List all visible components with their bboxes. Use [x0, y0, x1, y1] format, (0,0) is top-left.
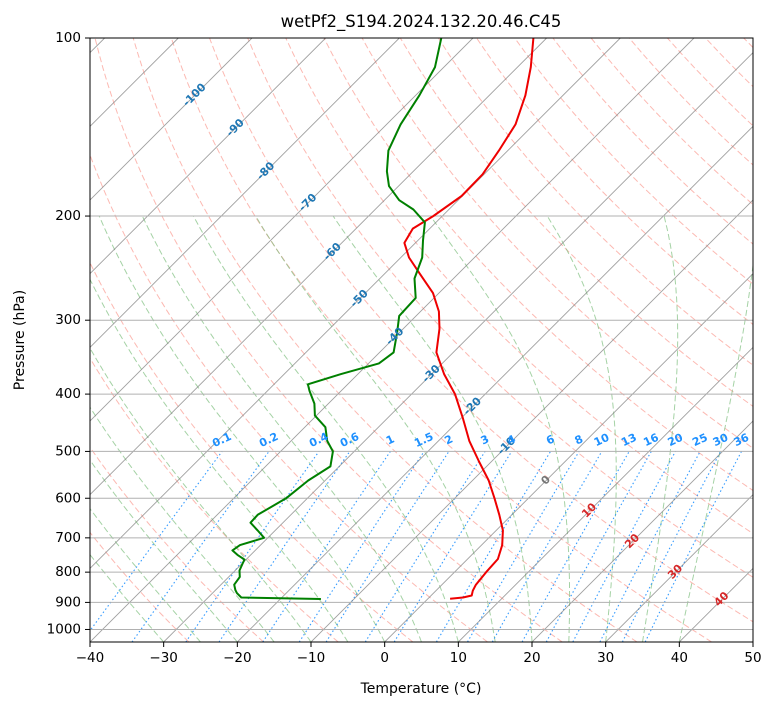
moist-adiabat — [141, 215, 422, 642]
isotherm-line — [90, 38, 326, 275]
isotherm-line — [90, 38, 621, 569]
dry-adiabat — [285, 38, 753, 535]
mixing-ratio-line — [131, 451, 270, 642]
x-axis-title: Temperature (°C) — [360, 681, 482, 697]
x-tick-label: 30 — [597, 650, 614, 666]
grid-layer — [90, 38, 753, 642]
moist-adiabat — [90, 278, 349, 642]
isotherm-line — [90, 38, 547, 496]
dry-adiabat — [209, 38, 753, 623]
y-tick-label: 1000 — [47, 621, 81, 637]
mixing-ratio-line — [491, 451, 603, 642]
dry-adiabat — [94, 38, 563, 642]
mixing-ratio-line — [90, 451, 223, 632]
x-tick-label: −10 — [297, 650, 326, 666]
temperature-profile-line — [403, 38, 535, 600]
moist-adiabat — [192, 215, 459, 642]
x-tick-label: 10 — [450, 650, 467, 666]
dry-adiabat — [247, 38, 753, 578]
mixing-ratio-line — [467, 451, 580, 642]
mixing-ratio-label: 10 — [592, 431, 612, 449]
mixing-ratio-label: 30 — [711, 431, 731, 449]
isotherm-line — [90, 38, 400, 348]
isotherm-line — [90, 38, 253, 201]
y-tick-label: 400 — [55, 386, 81, 402]
mixing-ratio-line — [521, 451, 630, 642]
isotherm-line — [90, 38, 695, 642]
moist-adiabat — [255, 215, 496, 642]
isotherm-line — [458, 346, 753, 642]
isotherm-line — [310, 199, 753, 642]
x-tick-label: 20 — [523, 650, 540, 666]
isotherm-line — [605, 494, 753, 642]
mixing-ratio-label: 25 — [690, 431, 709, 449]
moist-adiabat — [546, 215, 617, 642]
mixing-ratio-label: 20 — [666, 431, 686, 449]
y-tick-label: 500 — [55, 443, 81, 459]
dry-adiabat — [132, 38, 638, 642]
dry-adiabat — [90, 531, 190, 642]
dry-adiabat — [514, 38, 753, 285]
dry-adiabat — [399, 38, 753, 407]
y-tick-label: 300 — [55, 312, 81, 328]
moist-adiabat — [678, 261, 753, 642]
y-tick-label: 600 — [55, 490, 81, 506]
x-tick-label: 40 — [671, 650, 688, 666]
dry-adiabat — [323, 38, 753, 492]
isotherm-line — [90, 38, 474, 422]
series-layer — [231, 38, 535, 600]
mixing-ratio-line — [325, 451, 450, 642]
x-tick-label: −20 — [223, 650, 252, 666]
moist-adiabat — [90, 459, 238, 642]
isotherm-line — [531, 420, 753, 642]
moist-adiabat — [642, 215, 679, 642]
isotherm-line — [237, 125, 753, 642]
x-tick-label: 0 — [380, 650, 389, 666]
mixing-ratio-line — [218, 451, 351, 642]
mixing-ratio-line — [393, 451, 513, 642]
isotherm-line — [384, 273, 753, 642]
moist-adiabat — [90, 347, 312, 642]
y-tick-label: 800 — [55, 564, 81, 580]
mixing-ratio-line — [435, 451, 552, 642]
y-tick-label: 900 — [55, 594, 81, 610]
dewpoint-profile-line — [231, 38, 443, 600]
chart-title: wetPf2_S194.2024.132.20.46.C45 — [281, 12, 562, 32]
dry-adiabat — [552, 38, 753, 245]
mixing-ratio-line — [572, 451, 676, 642]
moist-adiabat — [332, 215, 533, 642]
x-tick-label: −40 — [76, 650, 105, 666]
moist-adiabat — [90, 507, 201, 642]
y-tick-label: 100 — [55, 30, 81, 46]
isotherm-line — [163, 52, 753, 642]
plot-frame — [89, 37, 754, 643]
y-tick-label: 700 — [55, 530, 81, 546]
y-axis-title: Pressure (hPa) — [12, 290, 28, 390]
moist-adiabat — [90, 553, 165, 642]
dry-adiabat — [90, 261, 414, 642]
dry-adiabat — [90, 153, 488, 642]
mixing-ratio-label: 36 — [732, 431, 752, 449]
dry-adiabat — [590, 38, 753, 206]
mixing-ratio-label: 16 — [641, 431, 661, 449]
dry-adiabat — [437, 38, 753, 366]
mixing-ratio-label: 13 — [619, 431, 638, 449]
mixing-ratio-line — [364, 451, 486, 642]
y-tick-label: 200 — [55, 208, 81, 224]
x-tick-label: −30 — [149, 650, 178, 666]
x-tick-label: 50 — [744, 650, 761, 666]
